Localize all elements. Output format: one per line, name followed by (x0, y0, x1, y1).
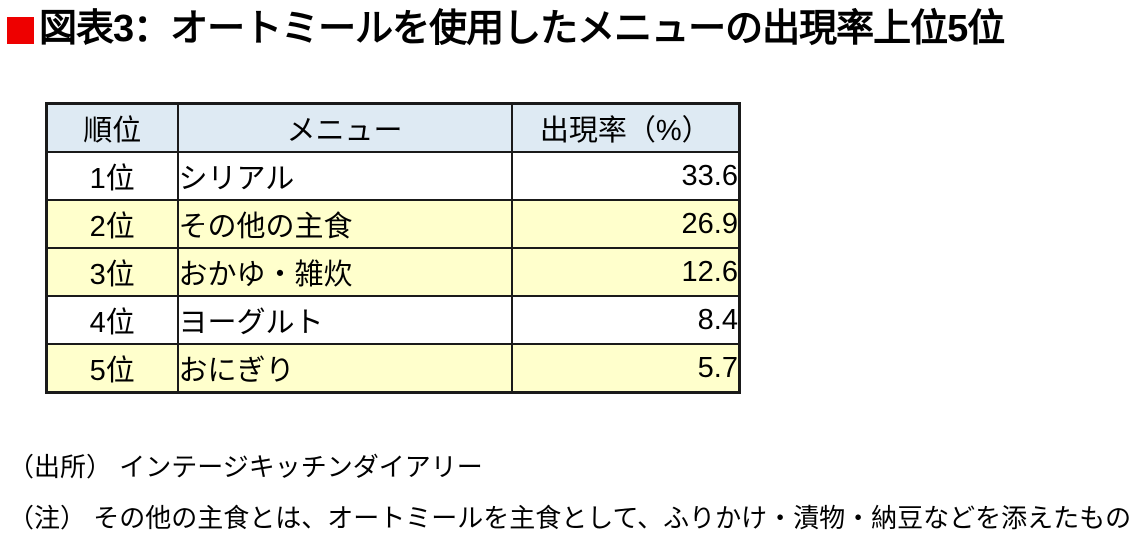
rank-cell: 4位 (45, 295, 179, 345)
col-header-rate: 出現率（%） (510, 102, 741, 153)
rate-cell: 26.9 (510, 199, 741, 249)
table-row: 4位 ヨーグルト 8.4 (45, 295, 741, 345)
menu-cell: シリアル (176, 151, 513, 201)
rank-cell: 3位 (45, 247, 179, 297)
rank-cell: 2位 (45, 199, 179, 249)
table-row: 5位 おにぎり 5.7 (45, 343, 741, 394)
source-note: （出所） インテージキッチンダイアリー (8, 452, 483, 482)
rank-cell: 1位 (45, 151, 179, 201)
col-header-menu: メニュー (176, 102, 513, 153)
menu-cell: その他の主食 (176, 199, 513, 249)
col-header-rank: 順位 (45, 102, 179, 153)
figure-title: 図表3：オートミールを使用したメニューの出現率上位5位 (7, 6, 1005, 54)
table-row: 1位 シリアル 33.6 (45, 151, 741, 201)
rate-cell: 33.6 (510, 151, 741, 201)
menu-cell: おかゆ・雑炊 (176, 247, 513, 297)
table-row: 2位 その他の主食 26.9 (45, 199, 741, 249)
rate-cell: 12.6 (510, 247, 741, 297)
rate-cell: 8.4 (510, 295, 741, 345)
menu-cell: おにぎり (176, 343, 513, 394)
definition-note: （注） その他の主食とは、オートミールを主食として、ふりかけ・漬物・納豆などを添… (8, 503, 1132, 533)
table-header-row: 順位 メニュー 出現率（%） (45, 102, 741, 153)
figure-title-text: 図表3：オートミールを使用したメニューの出現率上位5位 (39, 8, 1005, 50)
menu-cell: ヨーグルト (176, 295, 513, 345)
table-row: 3位 おかゆ・雑炊 12.6 (45, 247, 741, 297)
rank-cell: 5位 (45, 343, 179, 394)
red-square-bullet-icon (7, 17, 34, 44)
rate-cell: 5.7 (510, 343, 741, 394)
ranking-table: 順位 メニュー 出現率（%） 1位 シリアル 33.6 2位 その他の主食 26… (45, 102, 741, 394)
